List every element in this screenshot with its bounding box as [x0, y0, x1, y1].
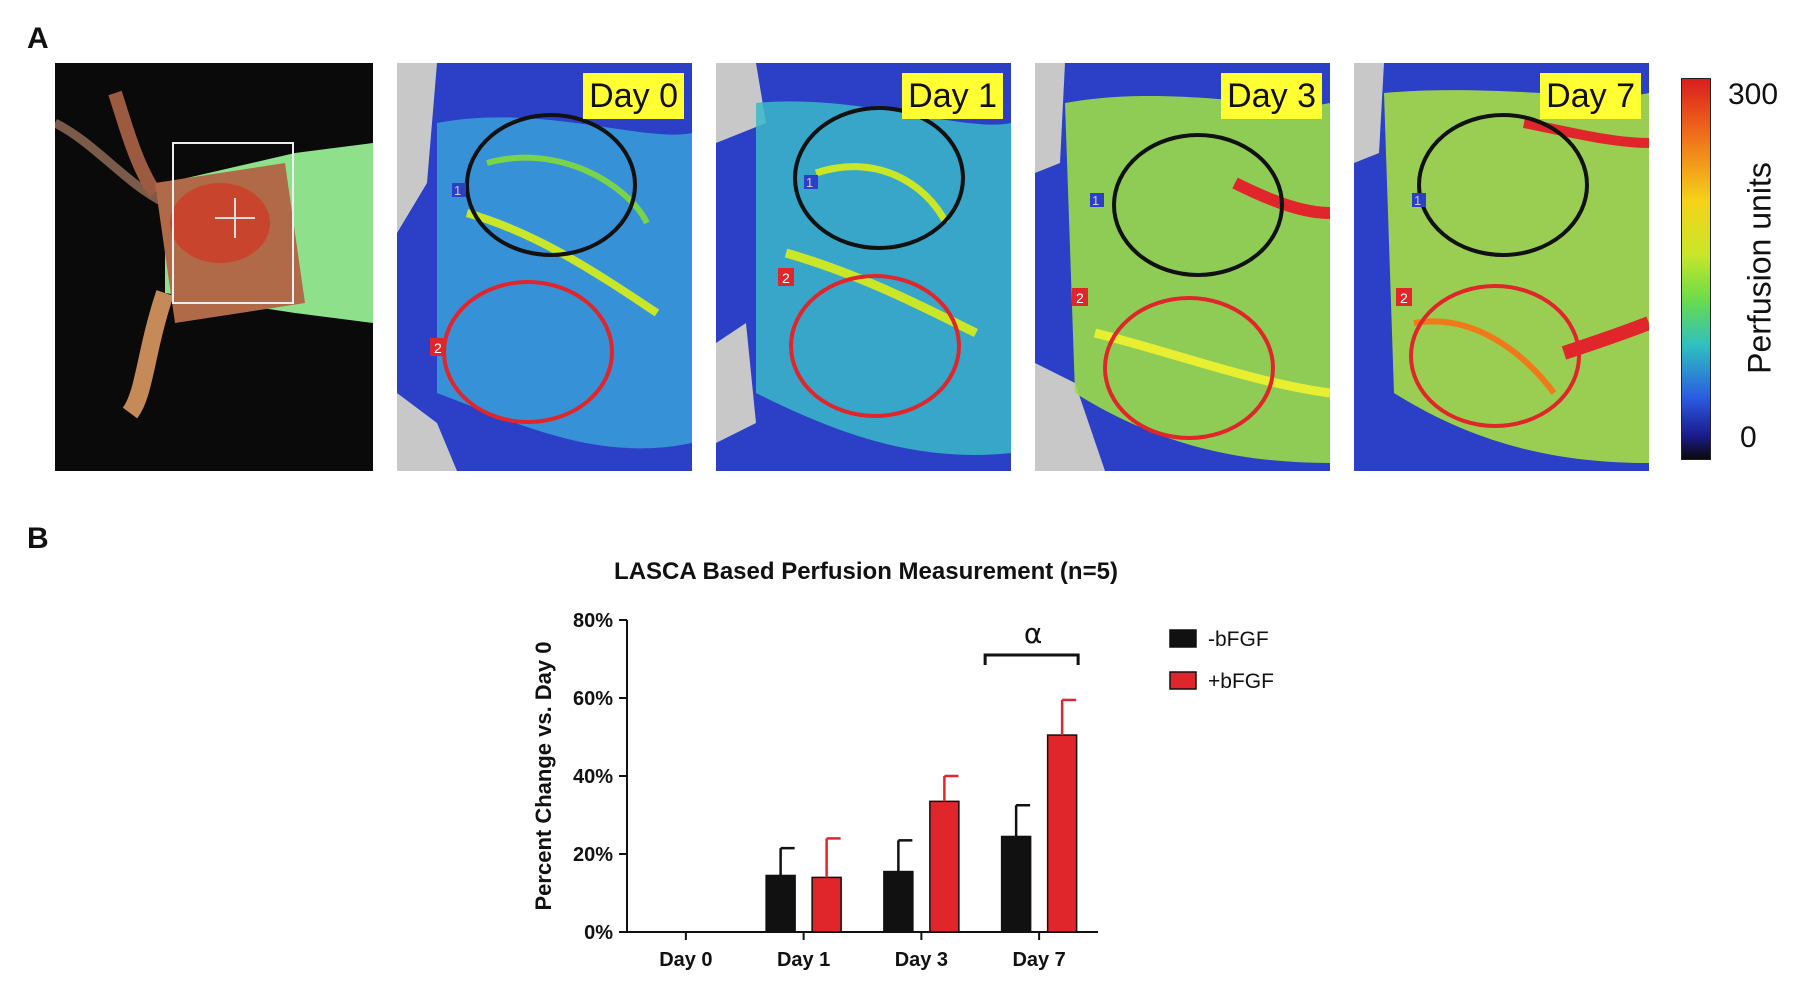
- perfusion-image-day0: 1 2 Day 0: [397, 63, 692, 471]
- legend-label: +bFGF: [1208, 670, 1274, 693]
- x-tick-label: Day 1: [777, 949, 830, 971]
- roi-label-2: 2: [434, 340, 442, 356]
- bar: [811, 876, 842, 933]
- legend-swatch: [1169, 671, 1197, 690]
- bar: [1000, 835, 1032, 933]
- perfusion-colorbar: [1681, 78, 1711, 460]
- day-label: Day 3: [1221, 73, 1322, 119]
- panel-a-letter: A: [27, 22, 49, 55]
- day-label: Day 0: [583, 73, 684, 119]
- bar: [1046, 734, 1078, 933]
- roi-label-2: 2: [782, 270, 790, 286]
- significance-bracket: [983, 653, 1080, 665]
- bar: [929, 800, 960, 933]
- y-axis-label: Percent Change vs. Day 0: [531, 641, 556, 910]
- colorbar-max-label: 300: [1728, 78, 1779, 111]
- y-tick-label: 80%: [573, 610, 613, 632]
- roi-label-2: 2: [1400, 290, 1408, 306]
- x-tick-label: Day 0: [659, 949, 712, 971]
- perfusion-image-day1: 1 2 Day 1: [716, 63, 1011, 471]
- bar: [883, 870, 914, 933]
- roi-label-1: 1: [1414, 193, 1421, 208]
- y-tick-label: 40%: [573, 766, 613, 788]
- y-tick-label: 0%: [584, 922, 613, 944]
- roi-label-1: 1: [454, 183, 461, 198]
- chart-title: LASCA Based Perfusion Measurement (n=5): [614, 558, 1118, 585]
- legend-swatch: [1169, 629, 1197, 648]
- y-tick-label: 60%: [573, 688, 613, 710]
- bar: [765, 874, 796, 933]
- colorbar-min-label: 0: [1740, 421, 1757, 454]
- x-tick-label: Day 7: [1012, 949, 1065, 971]
- mouse-photo: [55, 63, 373, 471]
- day-label: Day 7: [1540, 73, 1641, 119]
- legend-label: -bFGF: [1208, 628, 1269, 651]
- panel-b-letter: B: [27, 522, 49, 555]
- x-tick-label: Day 3: [895, 949, 948, 971]
- perfusion-image-day7: 1 2 Day 7: [1354, 63, 1649, 471]
- perfusion-image-day3: 1 2 Day 3: [1035, 63, 1330, 471]
- y-tick-label: 20%: [573, 844, 613, 866]
- roi-label-1: 1: [806, 175, 813, 190]
- roi-label-2: 2: [1076, 290, 1084, 306]
- day-label: Day 1: [902, 73, 1003, 119]
- significance-symbol: α: [1024, 617, 1042, 650]
- roi-label-1: 1: [1092, 193, 1099, 208]
